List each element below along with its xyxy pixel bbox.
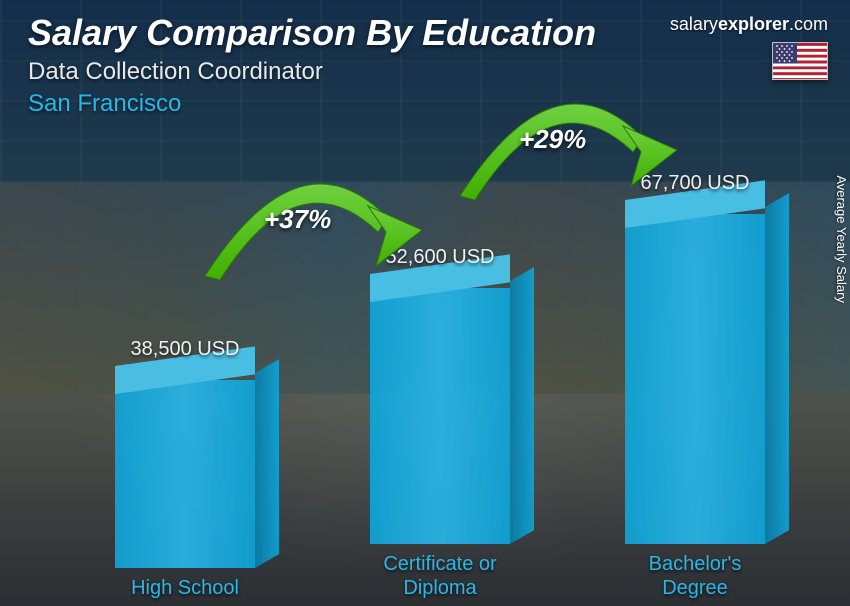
- bar-value: 38,500 USD: [131, 338, 240, 361]
- brand-logo: salaryexplorer.com: [670, 14, 828, 35]
- increase-arrow: +37%: [190, 148, 440, 298]
- bar-label: Bachelor'sDegree: [605, 552, 785, 600]
- bar-group: 52,600 USD Certificate orDiploma: [350, 288, 530, 600]
- increase-arrow: +29%: [445, 68, 695, 218]
- increase-percentage: +29%: [519, 124, 586, 155]
- bar-label: Certificate orDiploma: [350, 552, 530, 600]
- bar-side-face: [765, 193, 789, 544]
- bar: 52,600 USD: [370, 288, 510, 544]
- y-axis-label: Average Yearly Salary: [835, 175, 850, 303]
- bar-group: 67,700 USD Bachelor'sDegree: [605, 214, 785, 600]
- increase-percentage: +37%: [264, 204, 331, 235]
- bar-side-face: [510, 267, 534, 544]
- flag-icon: [772, 42, 828, 80]
- brand-tld: .com: [789, 14, 828, 34]
- bar: 38,500 USD: [115, 380, 255, 568]
- brand-suffix: explorer: [718, 14, 789, 34]
- bar: 67,700 USD: [625, 214, 765, 544]
- chart-title: Salary Comparison By Education: [28, 12, 596, 54]
- bar-group: 38,500 USD High School: [95, 380, 275, 600]
- bar-side-face: [255, 359, 279, 568]
- brand-prefix: salary: [670, 14, 718, 34]
- bar-label: High School: [95, 576, 275, 600]
